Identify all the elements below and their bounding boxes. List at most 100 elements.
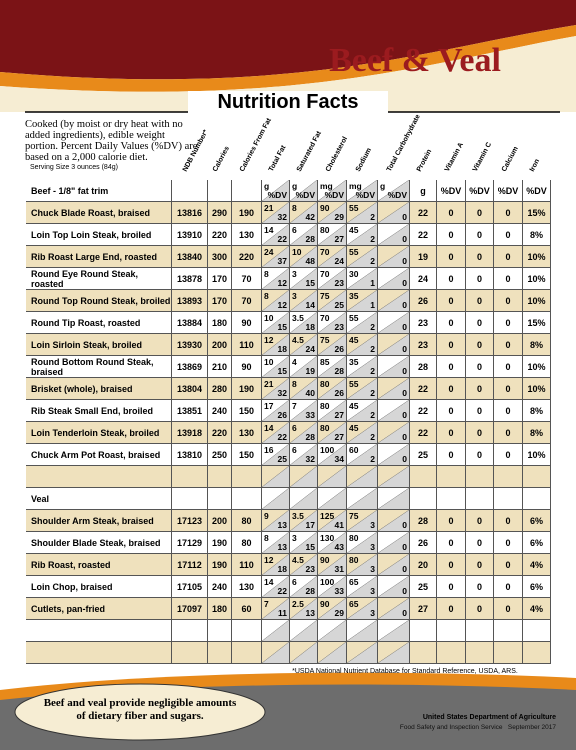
amount: 70 <box>320 269 330 279</box>
daily-value: 14 <box>305 300 315 310</box>
amount: 3 <box>292 291 297 301</box>
cell <box>172 620 208 642</box>
cell <box>262 620 290 642</box>
cell: 190 <box>232 202 262 224</box>
cell: 6 32 <box>290 444 318 466</box>
cell: 4% <box>523 598 551 620</box>
cell <box>410 488 437 510</box>
cell: 0 <box>466 400 494 422</box>
cell: g %DV <box>262 180 290 202</box>
cell: 45 2 <box>347 400 378 422</box>
cell: 0 <box>466 532 494 554</box>
cell: 0 <box>437 400 466 422</box>
cell: Round Tip Roast, roasted <box>26 312 172 334</box>
amount: 80 <box>320 423 330 433</box>
daily-value: 26 <box>334 344 344 354</box>
cell: 0 <box>466 422 494 444</box>
cell: 85 28 <box>318 356 347 378</box>
cell: 15% <box>523 202 551 224</box>
cell <box>347 620 378 642</box>
cell: 0 <box>494 246 523 268</box>
cell: 220 <box>208 224 232 246</box>
cell: 280 <box>208 378 232 400</box>
amount: 125 <box>320 511 335 521</box>
unit: g <box>380 181 386 191</box>
daily-value: 12 <box>277 278 287 288</box>
cell: 13804 <box>172 378 208 400</box>
unit: %DV <box>324 190 344 200</box>
cell: 220 <box>208 422 232 444</box>
cell: mg %DV <box>318 180 347 202</box>
cell: 8% <box>523 422 551 444</box>
cell: 8 13 <box>262 532 290 554</box>
daily-value: 2 <box>370 388 375 398</box>
daily-value: 15 <box>277 322 287 332</box>
cell: 8 12 <box>262 268 290 290</box>
cell <box>208 466 232 488</box>
cell: 10% <box>523 378 551 400</box>
cell <box>318 488 347 510</box>
daily-value: 17 <box>305 520 315 530</box>
cell <box>318 466 347 488</box>
daily-value: 43 <box>334 542 344 552</box>
cell: 10% <box>523 356 551 378</box>
cell: 60 <box>232 598 262 620</box>
cell: Loin Tenderloin Steak, broiled <box>26 422 172 444</box>
cell: 90 <box>232 356 262 378</box>
daily-value: 31 <box>334 564 344 574</box>
cell: 75 25 <box>318 290 347 312</box>
cell: 0 <box>466 378 494 400</box>
cell: 3.5 17 <box>290 510 318 532</box>
cell: 0 <box>378 334 410 356</box>
cell: 100 34 <box>318 444 347 466</box>
cell: 250 <box>208 444 232 466</box>
daily-value: 3 <box>370 520 375 530</box>
cell: 290 <box>208 202 232 224</box>
amount: 17 <box>264 401 274 411</box>
daily-value: 15 <box>305 542 315 552</box>
daily-value: 2 <box>370 366 375 376</box>
cell: 13893 <box>172 290 208 312</box>
cell: Chuck Arm Pot Roast, braised <box>26 444 172 466</box>
amount: 35 <box>349 357 359 367</box>
amount: 10 <box>264 357 274 367</box>
cell: 45 2 <box>347 224 378 246</box>
cell: 150 <box>232 444 262 466</box>
cell: 8 12 <box>262 290 290 312</box>
cell: 80 <box>232 532 262 554</box>
cell: Beef - 1/8" fat trim <box>26 180 172 202</box>
cell: 0 <box>437 554 466 576</box>
cell: 21 32 <box>262 378 290 400</box>
cell: 0 <box>466 224 494 246</box>
amount: 55 <box>349 203 359 213</box>
cell: 0 <box>466 444 494 466</box>
cell: 30 1 <box>347 268 378 290</box>
amount: 10 <box>264 313 274 323</box>
amount: 75 <box>320 291 330 301</box>
cell: 27 <box>410 598 437 620</box>
cell: 0 <box>494 510 523 532</box>
cell <box>347 488 378 510</box>
cell: 6% <box>523 532 551 554</box>
cell <box>378 642 410 664</box>
amount: 80 <box>320 379 330 389</box>
daily-value: 25 <box>277 454 287 464</box>
cell: 0 <box>437 444 466 466</box>
cell <box>466 642 494 664</box>
amount: 8 <box>292 203 297 213</box>
cell: 100 33 <box>318 576 347 598</box>
daily-value: 0 <box>402 520 407 530</box>
daily-value: 0 <box>402 256 407 266</box>
amount: 90 <box>320 599 330 609</box>
cell <box>318 620 347 642</box>
cell: 80 26 <box>318 378 347 400</box>
amount: 6 <box>292 445 297 455</box>
cell: 210 <box>208 356 232 378</box>
cell <box>523 620 551 642</box>
daily-value: 22 <box>277 432 287 442</box>
cell <box>437 488 466 510</box>
cell: 13851 <box>172 400 208 422</box>
cell: 70 <box>232 268 262 290</box>
cell: 0 <box>466 202 494 224</box>
cell: 0 <box>494 290 523 312</box>
